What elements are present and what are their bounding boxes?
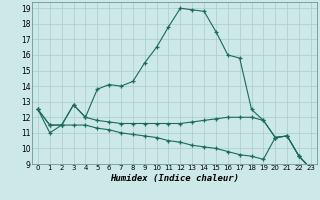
X-axis label: Humidex (Indice chaleur): Humidex (Indice chaleur) [110, 174, 239, 183]
